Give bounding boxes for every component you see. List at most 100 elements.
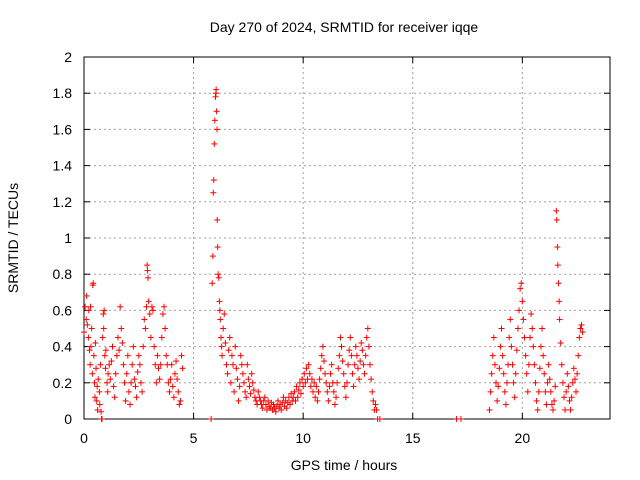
data-point xyxy=(490,334,497,341)
data-point xyxy=(518,280,525,287)
data-point xyxy=(358,339,365,346)
data-point xyxy=(300,383,307,390)
data-point xyxy=(211,140,218,147)
data-point xyxy=(163,352,170,359)
data-point xyxy=(303,365,310,372)
data-point xyxy=(105,370,112,377)
data-point xyxy=(519,298,526,305)
data-point xyxy=(95,376,102,383)
data-point xyxy=(85,307,92,314)
data-point xyxy=(557,339,564,346)
data-point xyxy=(512,370,519,377)
data-point xyxy=(553,207,560,214)
data-point xyxy=(249,379,256,386)
data-point xyxy=(338,343,345,350)
data-point xyxy=(256,394,263,401)
data-point xyxy=(326,383,333,390)
data-point xyxy=(130,343,137,350)
data-point xyxy=(521,334,528,341)
data-point xyxy=(116,347,123,354)
data-point xyxy=(347,334,354,341)
data-point xyxy=(575,352,582,359)
data-point xyxy=(234,376,241,383)
data-point xyxy=(216,307,223,314)
data-point xyxy=(310,388,317,395)
data-point xyxy=(106,361,113,368)
data-point xyxy=(213,86,220,93)
data-point xyxy=(308,376,315,383)
data-point xyxy=(99,334,106,341)
data-point xyxy=(119,339,126,346)
data-point xyxy=(314,397,321,404)
data-point xyxy=(547,388,554,395)
data-point xyxy=(160,303,167,310)
data-point xyxy=(541,370,548,377)
data-point xyxy=(100,311,107,318)
data-point xyxy=(134,368,141,375)
data-point xyxy=(208,416,215,422)
data-point xyxy=(88,343,95,350)
data-point xyxy=(217,316,224,323)
data-point xyxy=(327,370,334,377)
data-point xyxy=(517,285,524,292)
data-point xyxy=(530,343,537,350)
data-point xyxy=(224,370,231,377)
data-point xyxy=(554,244,561,251)
data-point xyxy=(318,352,325,359)
data-point xyxy=(563,388,570,395)
data-point xyxy=(524,388,531,395)
data-point xyxy=(232,343,239,350)
data-point xyxy=(531,361,538,368)
data-point xyxy=(125,388,132,395)
data-point xyxy=(86,347,93,354)
data-point xyxy=(100,325,107,332)
data-point xyxy=(287,401,294,408)
data-point xyxy=(570,365,577,372)
data-point xyxy=(156,376,163,383)
data-point xyxy=(292,397,299,404)
data-point xyxy=(307,383,314,390)
data-point xyxy=(568,394,575,401)
data-point xyxy=(228,352,235,359)
data-point xyxy=(108,358,115,365)
data-point xyxy=(272,408,279,415)
x-tick-label: 10 xyxy=(295,430,311,446)
data-point xyxy=(509,361,516,368)
data-point xyxy=(567,406,574,413)
data-point xyxy=(90,352,97,359)
data-point xyxy=(233,365,240,372)
y-tick-labels: 0 0.2 0.4 0.6 0.8 1 1.2 1.4 1.6 1.8 2 xyxy=(53,49,73,427)
data-point xyxy=(516,307,523,314)
data-point xyxy=(552,383,559,390)
data-point xyxy=(499,352,506,359)
data-point xyxy=(214,216,221,223)
data-point xyxy=(231,388,238,395)
data-point xyxy=(131,376,138,383)
y-tick-label: 0.4 xyxy=(53,339,73,355)
y-tick-label: 1.4 xyxy=(53,158,73,174)
data-point xyxy=(153,379,160,386)
data-point xyxy=(147,334,154,341)
data-point xyxy=(367,361,374,368)
data-point xyxy=(145,298,152,305)
data-point xyxy=(109,343,116,350)
data-point xyxy=(91,379,98,386)
data-point xyxy=(316,376,323,383)
data-point xyxy=(167,376,174,383)
data-point xyxy=(528,311,535,318)
data-point xyxy=(341,383,348,390)
data-point xyxy=(495,383,502,390)
data-point xyxy=(493,379,500,386)
data-point xyxy=(350,383,357,390)
data-point xyxy=(306,370,313,377)
data-point xyxy=(500,370,507,377)
data-point xyxy=(320,358,327,365)
data-point xyxy=(291,388,298,395)
data-point xyxy=(214,244,221,251)
data-point xyxy=(558,361,565,368)
data-point xyxy=(85,334,92,341)
data-point xyxy=(280,394,287,401)
data-point xyxy=(102,365,109,372)
data-point xyxy=(376,416,383,422)
data-point xyxy=(87,361,94,368)
